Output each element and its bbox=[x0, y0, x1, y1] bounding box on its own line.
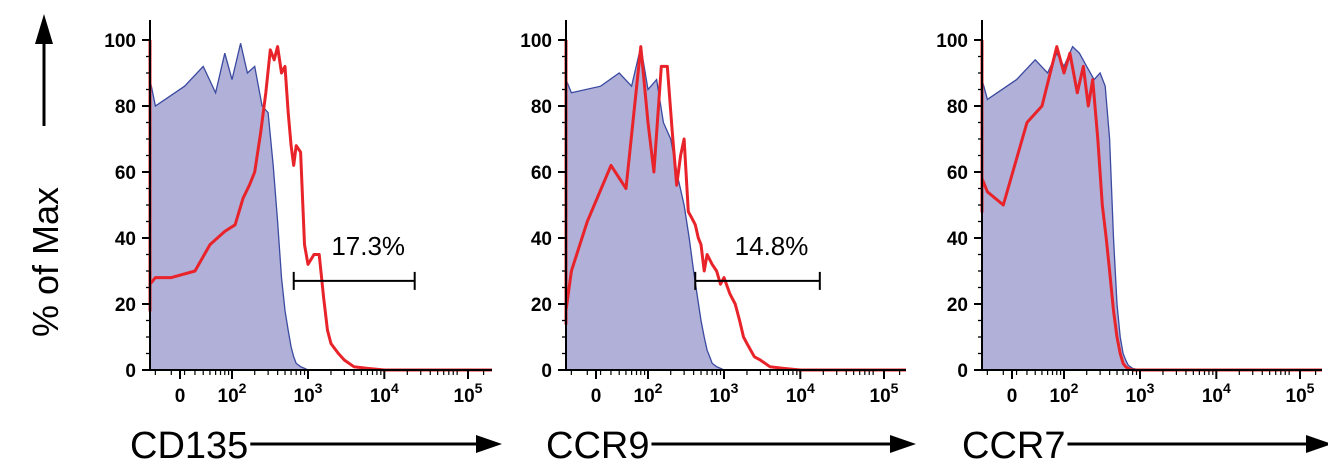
x-axis-arrow-head bbox=[890, 435, 916, 453]
x-tick-label: 102 bbox=[634, 380, 663, 407]
y-tick-label: 20 bbox=[115, 295, 136, 316]
y-tick-label: 60 bbox=[531, 163, 552, 184]
y-axis-arrow bbox=[35, 14, 53, 126]
y-tick-label: 40 bbox=[947, 229, 968, 250]
x-axis-label: CCR7 bbox=[962, 425, 1065, 466]
y-tick-label: 40 bbox=[115, 229, 136, 250]
x-tick-label: 104 bbox=[370, 380, 399, 407]
y-tick-label: 20 bbox=[531, 295, 552, 316]
x-tick-label: 105 bbox=[454, 380, 483, 407]
histogram-panel-cd135: 0 20 40 60 80 100 0 102 103 104 105 17.3% CD135 bbox=[104, 20, 502, 466]
control-histogram bbox=[149, 43, 309, 371]
y-tick-label: 0 bbox=[957, 361, 968, 382]
y-tick-label: 0 bbox=[125, 361, 136, 382]
y-tick-label: 40 bbox=[531, 229, 552, 250]
x-tick-label: 0 bbox=[175, 386, 186, 407]
gate-percentage: 17.3% bbox=[331, 231, 405, 261]
y-axis-label: % of Max bbox=[25, 187, 66, 337]
y-tick-label: 100 bbox=[936, 31, 968, 52]
y-tick-label: 80 bbox=[531, 97, 552, 118]
x-tick-label: 102 bbox=[1050, 380, 1079, 407]
y-tick-label: 20 bbox=[947, 295, 968, 316]
x-axis-label: CD135 bbox=[130, 425, 248, 466]
x-tick-label: 105 bbox=[1286, 380, 1315, 407]
x-axis-label: CCR9 bbox=[546, 425, 649, 466]
sample-histogram bbox=[148, 40, 492, 372]
y-tick-label: 60 bbox=[947, 163, 968, 184]
y-tick-label: 100 bbox=[520, 31, 552, 52]
x-tick-label: 103 bbox=[1126, 380, 1155, 407]
x-tick-label: 104 bbox=[1202, 380, 1231, 407]
y-tick-label: 80 bbox=[115, 97, 136, 118]
x-tick-label: 103 bbox=[294, 380, 323, 407]
gate-percentage: 14.8% bbox=[735, 231, 809, 261]
y-tick-label: 100 bbox=[104, 31, 136, 52]
x-tick-label: 105 bbox=[870, 380, 899, 407]
y-tick-label: 80 bbox=[947, 97, 968, 118]
x-tick-label: 0 bbox=[591, 386, 602, 407]
y-tick-label: 60 bbox=[115, 163, 136, 184]
x-tick-label: 102 bbox=[218, 380, 247, 407]
x-axis-arrow-head bbox=[1306, 435, 1328, 453]
histogram-panel-ccr7: 0 20 40 60 80 100 0 102 103 104 105 CCR7 bbox=[936, 20, 1328, 466]
x-tick-label: 103 bbox=[710, 380, 739, 407]
histogram-panel-ccr9: 0 20 40 60 80 100 0 102 103 104 105 14.8% CCR9 bbox=[520, 20, 916, 466]
x-tick-label: 0 bbox=[1007, 386, 1018, 407]
y-tick-label: 0 bbox=[541, 361, 552, 382]
x-tick-label: 104 bbox=[786, 380, 815, 407]
x-axis-arrow-head bbox=[476, 435, 502, 453]
